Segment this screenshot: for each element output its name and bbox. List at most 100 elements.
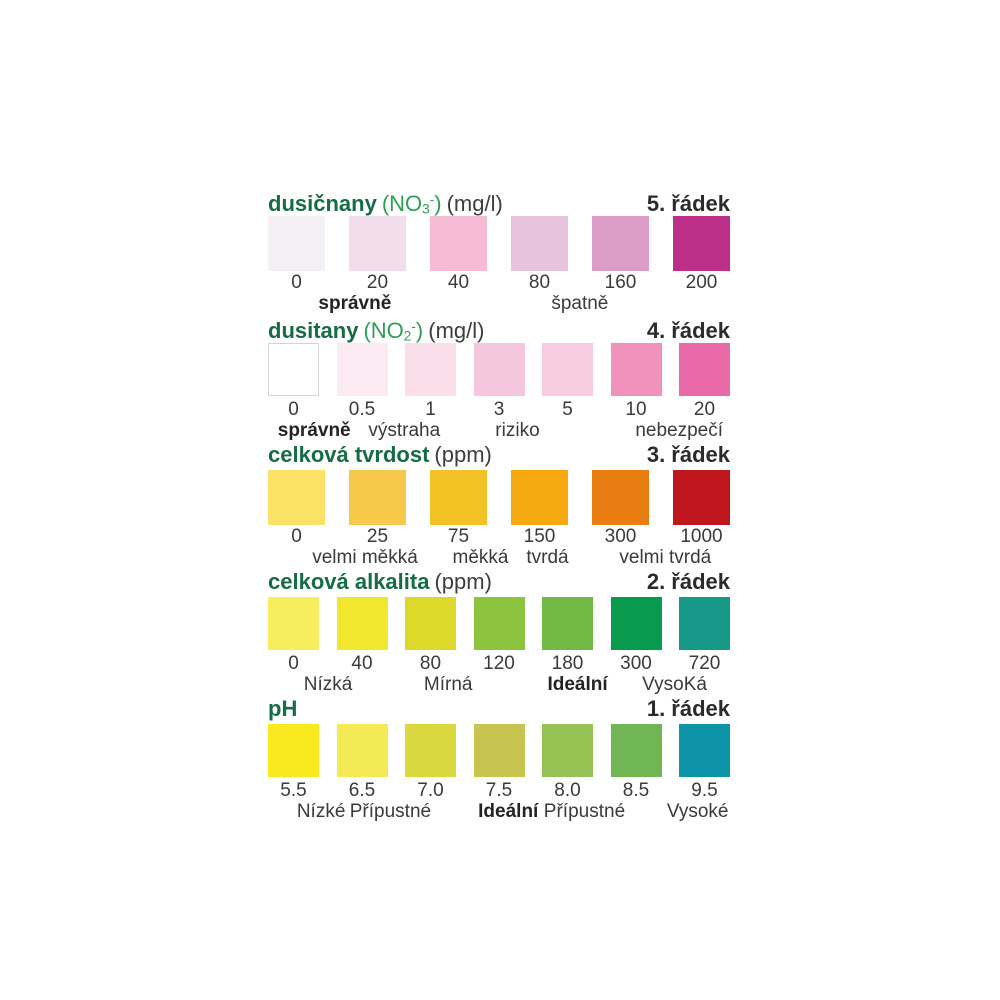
unit-label: (ppm) [434, 569, 492, 594]
row-number-label: 2. řádek [646, 569, 730, 594]
parameter-name: celková alkalita [268, 569, 430, 594]
swatch-value: 180 [551, 653, 584, 674]
swatch-value: 75 [447, 526, 470, 547]
formula-text: (NO [363, 317, 404, 343]
swatch-value: 80 [528, 272, 551, 293]
color-swatch [268, 470, 325, 525]
swatch-value: 5 [562, 399, 573, 420]
scale-dusitany: dusitany (NO2-) (mg/l) 4. řádek 0 0.5 1 3 … [268, 315, 730, 442]
color-swatch [542, 343, 593, 396]
rating-label: velmi měkká [312, 547, 418, 568]
formula-subscript: 2 [403, 328, 412, 344]
rating-label: Ideální [547, 674, 608, 695]
rating-row: velmi měkká měkká tvrdá velmi tvrdá [268, 548, 730, 570]
swatch-value: 40 [447, 272, 470, 293]
unit-label: (mg/l) [446, 190, 503, 216]
rating-label: velmi tvrdá [619, 547, 712, 568]
value-row: 0 25 75 150 300 1000 [268, 526, 730, 548]
rating-label: Vysoké [666, 801, 729, 822]
swatch-value: 300 [620, 653, 652, 674]
color-swatch [542, 597, 593, 650]
rating-label: VysoKá [642, 674, 707, 695]
color-swatch [673, 470, 730, 525]
formula-text: ) [434, 190, 442, 216]
scale-header: celková alkalita (ppm) 2. řádek [268, 569, 730, 596]
row-number-label: 3. řádek [646, 442, 730, 467]
unit-label: (ppm) [434, 442, 492, 467]
color-swatch [405, 724, 456, 777]
color-swatch [430, 470, 487, 525]
formula-text: (NO [381, 190, 423, 216]
rating-label: správně [318, 293, 392, 314]
swatch-value: 300 [604, 526, 637, 547]
formula-superscript: - [411, 319, 416, 334]
swatch-row [268, 343, 730, 399]
swatch-value: 150 [523, 526, 556, 547]
swatch-value: 20 [366, 272, 389, 293]
color-swatch [268, 597, 319, 650]
rating-row: správně špatně [268, 294, 730, 316]
swatch-value: 5.5 [280, 780, 307, 801]
swatch-row [268, 470, 730, 526]
color-swatch [336, 724, 388, 777]
rating-label: Přípustné [543, 801, 626, 822]
rating-label: výstraha [368, 420, 441, 441]
color-swatch [336, 343, 388, 396]
value-row: 0 20 40 80 160 200 [268, 272, 730, 294]
water-test-color-chart: dusičnany (NO3-) (mg/l) 5. řádek 0 20 40 8… [268, 188, 730, 823]
color-swatch [268, 724, 319, 777]
scale-dusicnany: dusičnany (NO3-) (mg/l) 5. řádek 0 20 40 8… [268, 188, 730, 315]
swatch-value: 6.5 [348, 780, 376, 801]
swatch-value: 10 [625, 399, 647, 420]
color-swatch [349, 470, 406, 525]
swatch-value: 20 [693, 399, 716, 420]
scale-ph: pH 1. řádek 5.5 6.5 7.0 7.5 8.0 8.5 9.5 … [268, 696, 730, 823]
swatch-value: 8.5 [622, 780, 650, 801]
rating-label: riziko [495, 420, 540, 441]
row-number-label: 5. řádek [646, 190, 730, 216]
color-swatch [473, 724, 525, 777]
value-row: 0 40 80 120 180 300 720 [268, 653, 730, 675]
scale-header: dusitany (NO2-) (mg/l) 4. řádek [268, 315, 730, 344]
color-swatch [430, 216, 487, 271]
color-swatch [405, 343, 456, 396]
color-swatch [268, 343, 319, 396]
swatch-value: 1000 [680, 526, 723, 547]
color-swatch [610, 724, 662, 777]
value-row: 0 0.5 1 3 5 10 20 [268, 399, 730, 421]
swatch-value: 80 [419, 653, 442, 674]
swatch-value: 40 [351, 653, 373, 674]
color-swatch [349, 216, 406, 271]
swatch-value: 3 [493, 399, 505, 420]
swatch-value: 25 [366, 526, 389, 547]
chemical-formula: (NO3-) [382, 191, 442, 216]
formula-subscript: 3 [422, 201, 430, 217]
swatch-value: 0 [288, 653, 299, 674]
scale-celkova-tvrdost: celková tvrdost (ppm) 3. řádek 0 25 75 15… [268, 442, 730, 569]
rating-label: správně [277, 420, 351, 441]
color-swatch [610, 343, 662, 396]
swatch-value: 9.5 [691, 780, 718, 801]
scale-header: pH 1. řádek [268, 696, 730, 723]
formula-text: ) [415, 317, 424, 343]
swatch-row [268, 216, 730, 272]
swatch-value: 120 [483, 653, 515, 674]
color-swatch [473, 597, 525, 650]
scale-title: celková tvrdost (ppm) [268, 443, 492, 467]
swatch-value: 160 [604, 272, 637, 293]
swatch-value: 8.0 [554, 780, 581, 801]
parameter-name: pH [268, 696, 298, 721]
rating-label: měkká [452, 547, 509, 568]
color-swatch [610, 597, 662, 650]
unit-label: (mg/l) [428, 317, 485, 343]
swatch-value: 720 [688, 653, 721, 674]
row-number-label: 4. řádek [646, 317, 730, 343]
swatch-value: 0.5 [348, 399, 376, 420]
rating-label: Přípustné [349, 801, 432, 822]
scale-title: celková alkalita (ppm) [268, 570, 492, 594]
rating-row: správně výstraha riziko nebezpečí [268, 421, 730, 443]
rating-row: Nízká Mírná Ideální VysoKá [268, 675, 730, 697]
rating-label: špatně [551, 293, 609, 314]
row-number-label: 1. řádek [646, 696, 730, 721]
color-swatch [592, 216, 649, 271]
